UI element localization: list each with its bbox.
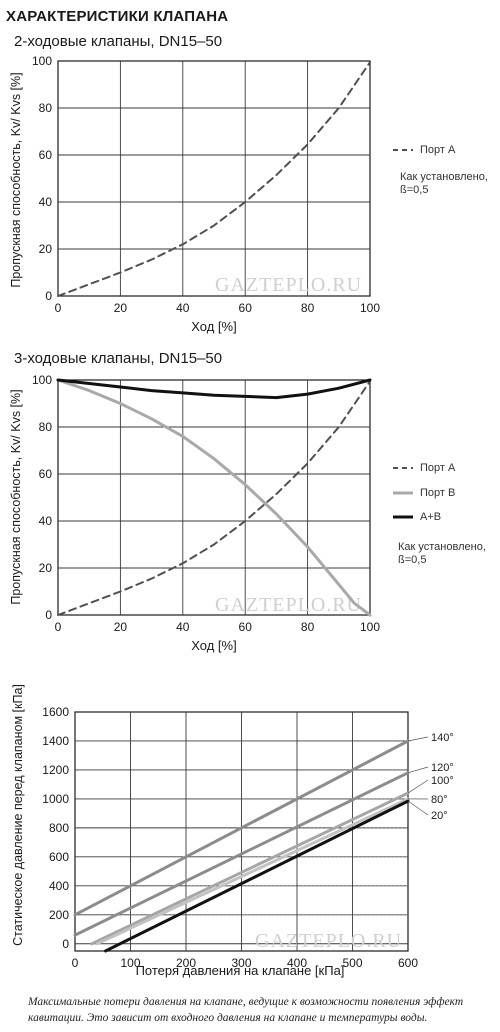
chart2-x-tick-label: 60 (239, 620, 253, 634)
chart3-x-tick-label: 100 (120, 956, 140, 970)
chart3-series-3-line (90, 791, 410, 946)
chart2-series-2-line (56, 378, 372, 617)
chart1-y-axis-label: Пропускная способность, Kv/ Kvs [%] (9, 72, 23, 287)
chart1-title: 2-ходовые клапаны, DN15–50 (14, 33, 223, 50)
chart1-series-1-line (57, 61, 371, 297)
caption-line-2: кавитации. Это зависит от входного давле… (28, 1012, 428, 1024)
chart3-x-tick-label: 400 (287, 956, 307, 970)
chart3-leader-line-3 (407, 779, 429, 794)
chart3-leader-line-2 (407, 766, 429, 774)
chart1-note-1: Как установлено, (400, 171, 488, 183)
chart2-x-axis-label: Ход [%] (191, 638, 236, 653)
chart3-y-tick-label: 1000 (42, 792, 69, 806)
chart3-y-tick-label: 1600 (42, 705, 69, 719)
chart2-series-1-line (57, 380, 371, 616)
chart3-series-2-line (73, 771, 410, 937)
figure-caption: Максимальные потери давления на клапане,… (28, 994, 498, 1026)
chart1-legend-port-a: Порт A (420, 144, 456, 156)
chart3-x-tick-label: 200 (176, 956, 196, 970)
chart3-series-label-5: 20° (431, 810, 448, 822)
chart3-series-label-2: 120° (431, 762, 454, 774)
chart3-series-1-line (73, 739, 410, 917)
chart1-y-tick-label: 40 (39, 195, 53, 209)
chart1-y-tick-label: 0 (45, 289, 52, 303)
chart2-legend-port-a: Порт A (420, 462, 456, 474)
chart2-note-1: Как установлено, (398, 541, 486, 553)
chart2-y-tick-label: 60 (39, 467, 53, 481)
chart2-legend-ab: A+B (420, 511, 442, 523)
chart3-y-axis-label: Статическое давление перед клапаном [кПа… (11, 684, 25, 946)
chart3-x-tick-label: 0 (72, 956, 79, 970)
chart2-legend-port-b: Порт B (420, 487, 456, 499)
chart2-note-2: ß=0,5 (398, 554, 427, 566)
chart2-x-tick-label: 100 (360, 620, 380, 634)
chart2-title: 3-ходовые клапаны, DN15–50 (14, 350, 223, 367)
chart3-x-tick-label: 500 (342, 956, 362, 970)
chart1-x-tick-label: 80 (301, 301, 315, 315)
chart2-x-tick-label: 80 (301, 620, 315, 634)
watermark-text: GAZTEPLO.RU (215, 274, 362, 296)
chart1-y-tick-label: 100 (32, 54, 52, 68)
chart1-y-tick-label: 80 (39, 101, 53, 115)
chart2-plot-frame (57, 379, 371, 616)
chart2-y-tick-label: 20 (39, 561, 53, 575)
chart1-x-tick-label: 40 (176, 301, 190, 315)
chart3-series-4-line (95, 797, 410, 946)
caption-line-1: Максимальные потери давления на клапане,… (28, 996, 464, 1008)
chart1-x-tick-label: 0 (55, 301, 62, 315)
chart1-y-tick-label: 20 (39, 242, 53, 256)
chart3-leader-line-1 (407, 736, 429, 742)
chart3-leader-line-5 (407, 800, 429, 816)
chart2-y-tick-label: 0 (45, 608, 52, 622)
page-title: ХАРАКТЕРИСТИКИ КЛАПАНА (6, 8, 229, 25)
chart1-x-tick-label: 60 (239, 301, 253, 315)
chart1-y-tick-label: 60 (39, 148, 53, 162)
chart2-y-axis-label: Пропускная способность, Kv/ Kvs [%] (9, 389, 23, 604)
chart2-y-tick-label: 40 (39, 514, 53, 528)
watermark-text: GAZTEPLO.RU (215, 594, 362, 616)
chart1-plot-frame (57, 60, 371, 297)
chart1-x-tick-label: 20 (114, 301, 128, 315)
chart3-x-tick-label: 600 (398, 956, 418, 970)
chart3-y-tick-label: 1200 (42, 763, 69, 777)
chart3-series-label-4: 80° (431, 794, 448, 806)
chart2-y-tick-label: 100 (32, 373, 52, 387)
chart1-x-axis-label: Ход [%] (191, 319, 236, 334)
chart2-series-3-line (56, 378, 372, 400)
chart3-y-tick-label: 800 (49, 821, 69, 835)
chart2-y-tick-label: 80 (39, 420, 53, 434)
chart2-x-tick-label: 40 (176, 620, 190, 634)
chart2-x-tick-label: 0 (55, 620, 62, 634)
chart3-series-label-1: 140° (431, 732, 454, 744)
chart3-y-tick-label: 1400 (42, 734, 69, 748)
chart2-x-tick-label: 20 (114, 620, 128, 634)
chart3-series-5-line (104, 799, 410, 953)
chart3-series-label-3: 100° (431, 775, 454, 787)
chart3-x-tick-label: 300 (231, 956, 251, 970)
chart3-x-axis-label: Потеря давления на клапане [кПа] (136, 963, 345, 978)
chart1-x-tick-label: 100 (360, 301, 380, 315)
chart3-y-tick-label: 600 (49, 850, 69, 864)
chart1-note-2: ß=0,5 (400, 184, 429, 196)
chart3-y-tick-label: 0 (62, 937, 69, 951)
watermark-text: GAZTEPLO.RU (255, 930, 402, 952)
chart3-y-tick-label: 200 (49, 908, 69, 922)
chart3-y-tick-label: 400 (49, 879, 69, 893)
